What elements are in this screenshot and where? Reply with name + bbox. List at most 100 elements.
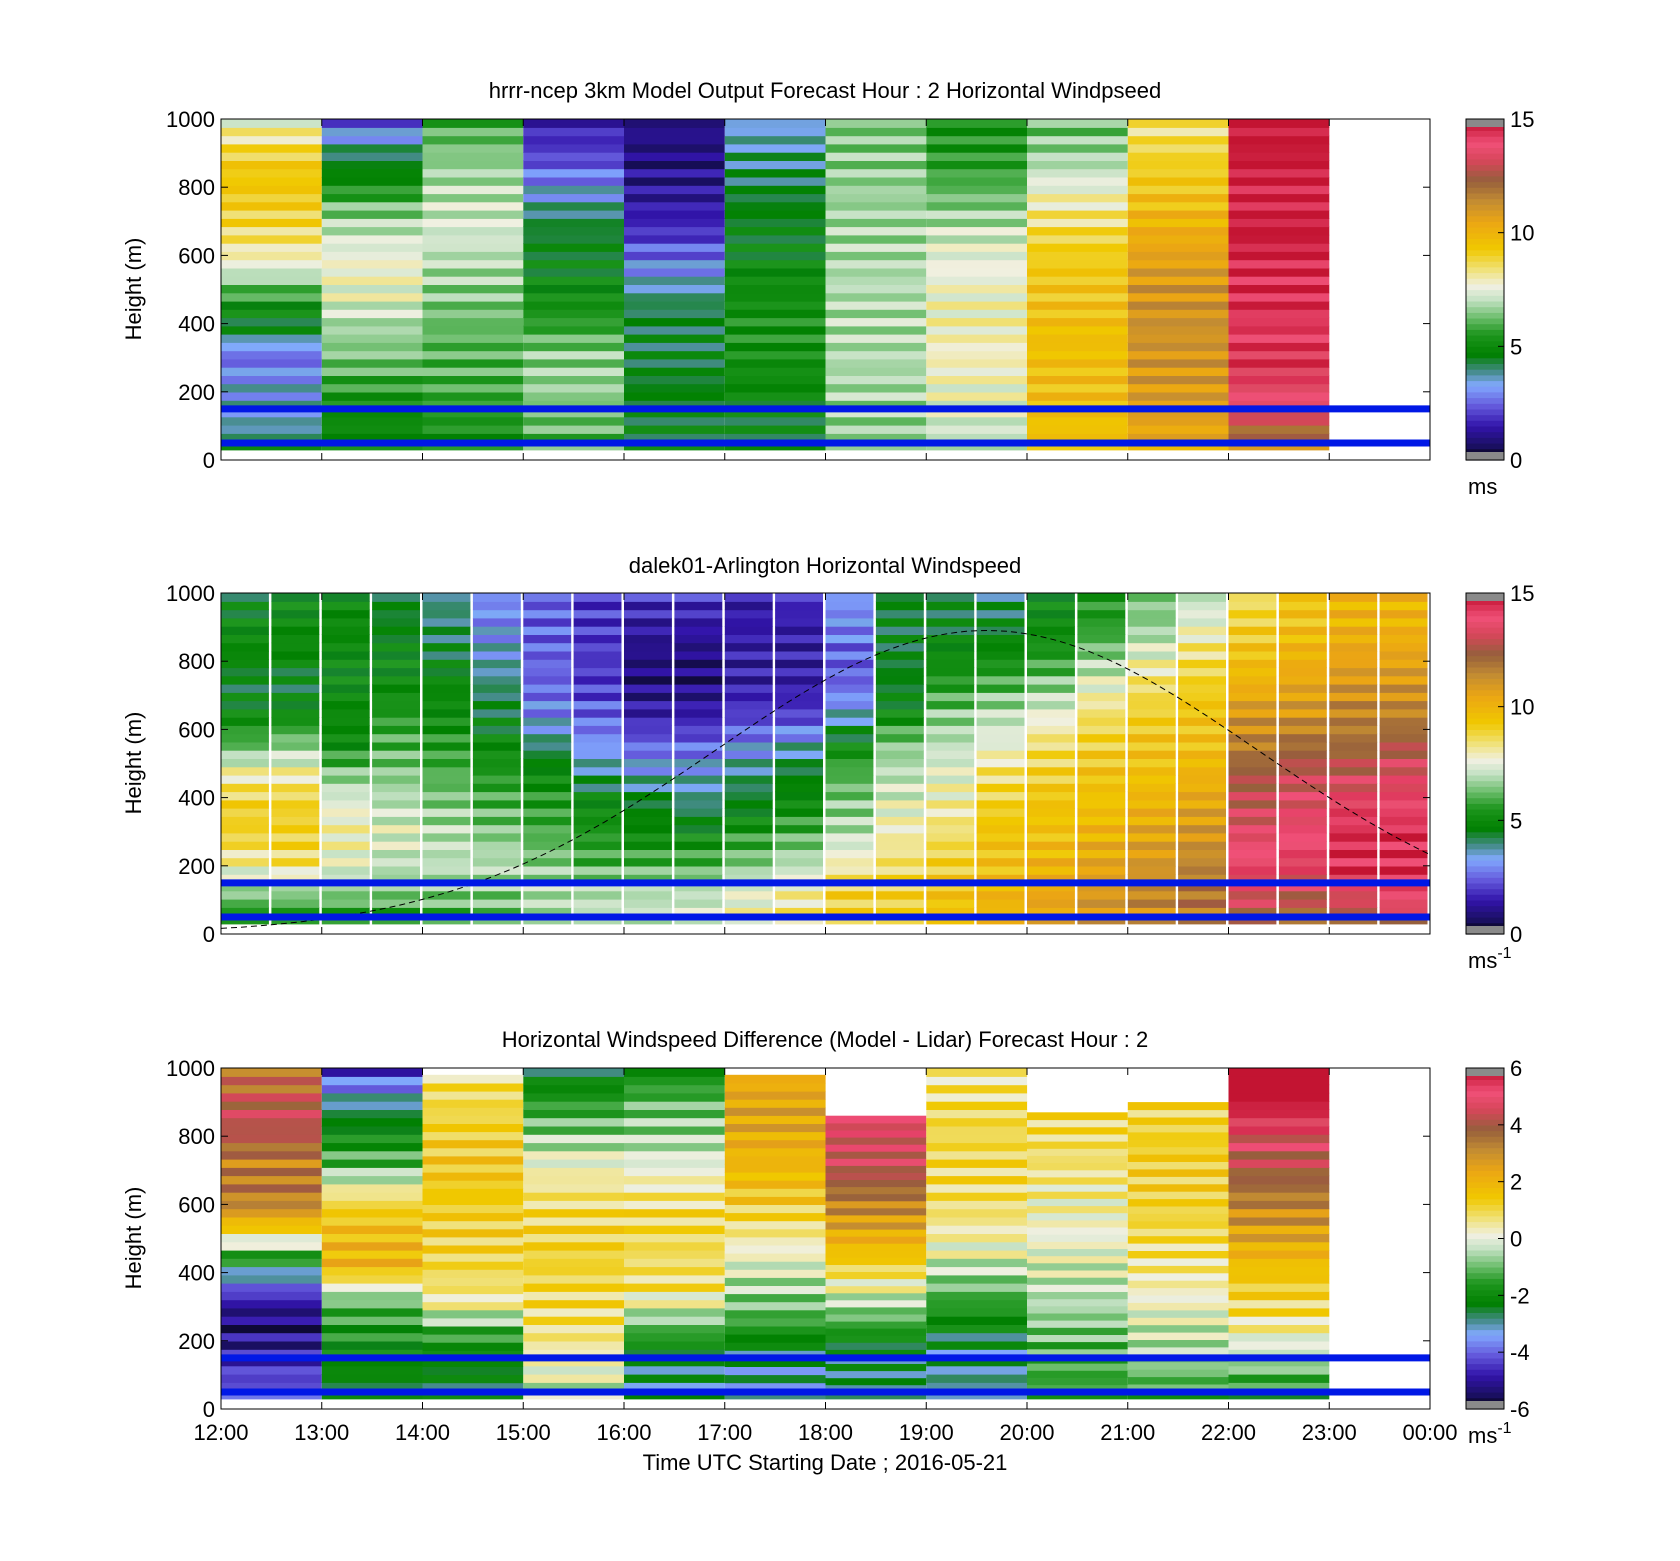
heatmap-cell xyxy=(875,601,924,611)
colorbar-swatch xyxy=(1466,826,1504,833)
heatmap-cell xyxy=(523,907,572,917)
heatmap-cell xyxy=(724,659,773,669)
heatmap-cell xyxy=(825,1172,927,1180)
heatmap-cell xyxy=(523,601,572,611)
heatmap-cell xyxy=(221,808,269,817)
heatmap-cell xyxy=(1127,1294,1229,1303)
heatmap-cell xyxy=(1027,201,1128,211)
heatmap-cell xyxy=(1027,119,1128,128)
heatmap-cell xyxy=(976,907,1025,917)
heatmap-cell xyxy=(926,1068,1028,1077)
heatmap-cell xyxy=(926,1382,1028,1392)
heatmap-cell xyxy=(1228,185,1330,195)
heatmap-cell xyxy=(422,634,471,644)
heatmap-cell xyxy=(1228,708,1277,718)
heatmap-cell xyxy=(523,1150,625,1160)
heatmap-cell xyxy=(523,849,572,859)
heatmap-cell xyxy=(724,375,826,385)
heatmap-cell xyxy=(1329,700,1378,710)
heatmap-cell xyxy=(926,774,975,784)
heatmap-cell xyxy=(523,684,572,693)
heatmap-cell xyxy=(775,865,823,875)
heatmap-cell xyxy=(724,1293,826,1303)
heatmap-cell xyxy=(1228,1249,1330,1259)
heatmap-cell xyxy=(624,1374,725,1383)
heatmap-cell xyxy=(1127,692,1176,702)
colorbar-unit: ms xyxy=(1468,474,1497,499)
heatmap-cell xyxy=(321,667,370,677)
heatmap-cell xyxy=(271,766,320,776)
heatmap-cell xyxy=(321,325,423,335)
heatmap-cell xyxy=(674,774,723,784)
heatmap-cell xyxy=(271,849,320,859)
heatmap-cell xyxy=(221,1216,322,1226)
heatmap-cell xyxy=(1379,750,1428,759)
heatmap-cell xyxy=(1329,642,1378,652)
heatmap-cell xyxy=(1178,783,1226,793)
heatmap-cell xyxy=(523,1307,625,1317)
heatmap-cell xyxy=(926,783,975,793)
heatmap-cell xyxy=(1329,708,1378,718)
heatmap-cell xyxy=(321,276,423,285)
heatmap-cell xyxy=(372,708,420,718)
heatmap-cell xyxy=(624,1167,725,1177)
heatmap-cell xyxy=(1127,176,1229,186)
heatmap-cell xyxy=(321,193,423,203)
heatmap-cell xyxy=(1379,642,1428,652)
heatmap-cell xyxy=(271,882,320,892)
heatmap-cell xyxy=(724,1366,826,1376)
panel-lidar: dalek01-Arlington Horizontal Windspeed 0… xyxy=(121,553,1534,973)
heatmap-cell xyxy=(221,684,269,693)
colorbar-swatch xyxy=(1466,1289,1504,1296)
colorbar-swatch xyxy=(1466,865,1504,873)
heatmap-cell xyxy=(321,358,423,368)
heatmap-cell xyxy=(523,1258,625,1268)
heatmap-cell xyxy=(523,176,625,186)
heatmap-cell xyxy=(976,774,1025,784)
heatmap-cell xyxy=(875,816,924,826)
heatmap-cell xyxy=(825,300,927,310)
heatmap-cell xyxy=(472,907,521,917)
heatmap-cell xyxy=(1379,741,1428,751)
heatmap-cell xyxy=(825,1328,927,1336)
y-tick-label: 200 xyxy=(178,854,215,879)
heatmap-cell xyxy=(321,700,370,710)
colorbar-swatch xyxy=(1466,604,1504,611)
heatmap-cell xyxy=(1127,185,1229,195)
heatmap-cell xyxy=(422,383,524,393)
heatmap-cell xyxy=(724,758,773,768)
heatmap-cell xyxy=(724,425,826,434)
heatmap-cell xyxy=(221,708,269,718)
heatmap-cell xyxy=(221,259,322,269)
heatmap-cell xyxy=(422,1236,524,1246)
heatmap-cell xyxy=(624,1299,725,1309)
heatmap-cell xyxy=(926,1249,1028,1259)
heatmap-cell xyxy=(422,193,524,203)
colorbar-swatch xyxy=(1466,198,1504,205)
heatmap-cell xyxy=(271,841,320,850)
heatmap-cell xyxy=(624,634,672,644)
heatmap-cell xyxy=(1228,358,1330,368)
heatmap-cell xyxy=(674,708,723,718)
heatmap-cell xyxy=(1228,816,1277,826)
heatmap-cell xyxy=(221,1365,322,1375)
heatmap-cell xyxy=(624,717,672,726)
heatmap-cell xyxy=(372,808,420,817)
colorbar-swatch xyxy=(1466,757,1504,765)
colorbar-swatch xyxy=(1466,820,1504,827)
colorbar-swatch xyxy=(1466,1198,1504,1205)
heatmap-cell xyxy=(976,601,1025,611)
heatmap-cell xyxy=(472,865,521,875)
heatmap-cell xyxy=(573,816,622,826)
heatmap-cell xyxy=(523,1332,625,1342)
heatmap-cell xyxy=(523,185,625,195)
heatmap-cell xyxy=(825,317,927,327)
heatmap-cell xyxy=(1027,609,1075,619)
heatmap-cell xyxy=(422,1261,524,1270)
heatmap-cell xyxy=(472,899,521,908)
colorbar-swatch xyxy=(1466,227,1504,234)
heatmap-cell xyxy=(1178,774,1226,784)
heatmap-cell xyxy=(825,1122,927,1131)
